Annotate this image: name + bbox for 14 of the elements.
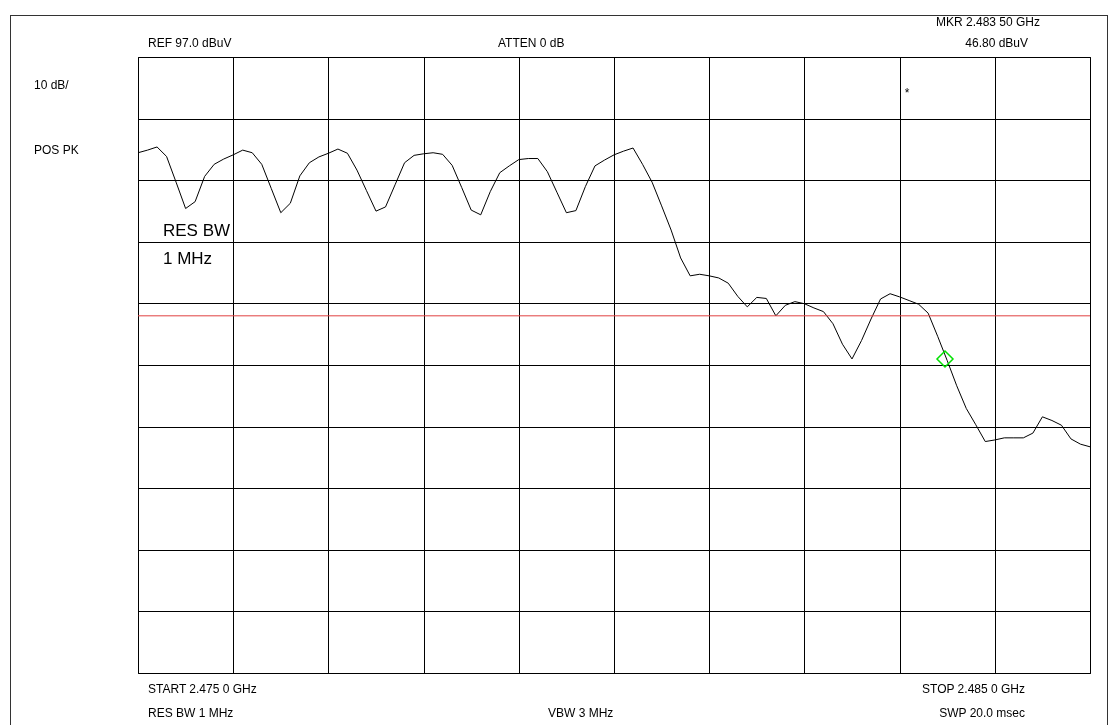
text: POS PK [34,143,79,157]
text: START 2.475 0 GHz [148,682,257,696]
text: SWP 20.0 msec [939,706,1025,720]
text: * [904,86,910,100]
annotation: RES BW [163,221,231,240]
text: ATTEN 0 dB [498,36,565,50]
text: VBW 3 MHz [548,706,614,720]
text: STOP 2.485 0 GHz [922,682,1025,696]
text: REF 97.0 dBuV [148,36,232,50]
text: 46.80 dBuV [965,36,1028,50]
text: 10 dB/ [34,78,70,92]
annotation: 1 MHz [163,249,213,268]
text: RES BW 1 MHz [148,706,234,720]
text: MKR 2.483 50 GHz [935,15,1040,29]
